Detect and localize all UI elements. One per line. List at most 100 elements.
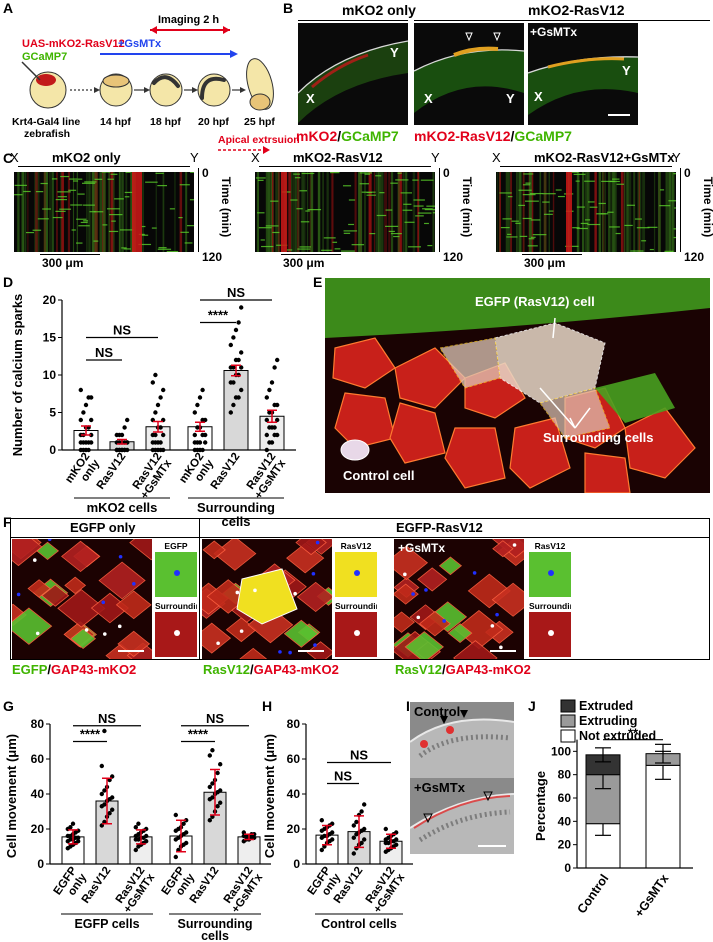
f-track-dot — [47, 539, 52, 541]
f-cell — [202, 540, 226, 560]
injection-egg — [21, 61, 67, 109]
red-cell-band — [132, 172, 142, 252]
ns-bracket-label: NS — [334, 769, 352, 784]
data-point — [153, 372, 158, 378]
sig-bracket-label: **** — [80, 727, 101, 742]
data-point — [252, 832, 257, 837]
kymo-y: Y — [431, 150, 440, 165]
data-point — [264, 432, 269, 438]
data-point — [228, 342, 233, 348]
f-track-dot — [288, 650, 292, 655]
f-cell — [394, 583, 419, 605]
x-tick-label: RasV12 — [188, 865, 222, 906]
b-image-mko2: X Y — [298, 23, 408, 125]
f-cap3-green: RasV12 — [395, 662, 442, 677]
group-label: Surrounding — [178, 917, 253, 931]
data-point — [236, 320, 241, 325]
f-track-dot — [472, 571, 477, 575]
y-axis-label: Cell movement (μm) — [4, 734, 19, 858]
data-point — [155, 402, 161, 408]
data-point — [231, 365, 236, 370]
panel-h-letter: H — [262, 698, 273, 714]
f-cell — [492, 540, 514, 558]
data-point — [153, 410, 158, 415]
y-axis-label: Cell movement (μm) — [262, 734, 277, 858]
f-cell — [41, 584, 70, 607]
group-label: EGFP cells — [74, 917, 139, 931]
f-cell — [70, 628, 97, 650]
y-tick-label: 40 — [31, 787, 45, 801]
y-tick-label: 80 — [558, 768, 572, 782]
f-frame — [10, 518, 710, 660]
data-point — [184, 840, 189, 846]
kymo-t0: 0 — [443, 166, 450, 180]
extrusion-label: Apical extrsuion — [218, 134, 300, 146]
f-inset-label: EGFP — [155, 541, 197, 552]
data-point — [236, 395, 241, 400]
y-tick-label: 20 — [558, 838, 572, 852]
y-tick-label: 0 — [49, 443, 56, 457]
f-cell — [438, 556, 463, 576]
kymo-t120: 120 — [684, 250, 705, 264]
f-inset-target: RasV12 — [528, 540, 572, 598]
kymo-t0: 0 — [202, 166, 209, 180]
data-point — [119, 432, 125, 438]
kymo-axis-line — [18, 166, 190, 167]
data-point — [173, 812, 178, 818]
data-point — [184, 830, 189, 835]
f-cell — [36, 541, 60, 561]
f-cell — [417, 567, 448, 592]
panel-h-chart: 020406080EGFPonlyRasV12RasV12+GsMTxCell … — [262, 717, 413, 931]
e-control-label: Control cell — [343, 468, 415, 483]
f-track-dot — [103, 632, 107, 636]
y-tick-label: 0 — [37, 857, 44, 871]
kymo-time-axis — [680, 168, 681, 252]
b-x-2: X — [424, 91, 433, 106]
b-header-line-1 — [298, 20, 408, 21]
data-point — [195, 402, 200, 408]
f-track-dot — [239, 629, 244, 633]
f-track-dot — [499, 645, 503, 650]
f-cap2-sep: / — [249, 662, 254, 677]
b-caption-1: mKO2/GCaMP7 — [296, 128, 399, 144]
f-track-dot — [293, 591, 297, 596]
f-cell — [394, 611, 415, 633]
x-tick-label: RasV12+GsMTx — [220, 864, 266, 915]
kymo-title: mKO2-RasV12+GsMTx — [534, 150, 675, 165]
f-inset-track — [548, 630, 554, 636]
y-tick-label: 40 — [558, 814, 572, 828]
f-cell — [454, 609, 504, 650]
legend-swatch — [560, 714, 576, 728]
b-cap2-red: mKO2-RasV12 — [414, 128, 511, 144]
gsmtx-label: +GsMTx — [118, 38, 162, 50]
kymo-traces — [255, 172, 435, 252]
sig-bracket-label: ** — [628, 726, 639, 741]
data-point — [81, 410, 86, 415]
f-cap1-red: GAP43-mKO2 — [51, 662, 137, 677]
data-point — [394, 842, 399, 847]
b-image-gsmtx: +GsMTx X Y — [528, 23, 638, 125]
data-point — [359, 809, 364, 814]
f-caption-3: RasV12/GAP43-mKO2 — [395, 662, 531, 677]
f-cell — [213, 539, 257, 571]
f-cell — [453, 640, 498, 659]
x-tick-label-line: RasV12 — [80, 865, 114, 906]
y-tick-label: 5 — [49, 406, 56, 420]
f-cell — [27, 579, 51, 598]
kymo-time-label: Time (min) — [701, 176, 713, 238]
red-cell-band — [281, 172, 287, 252]
f-inset-dot — [548, 630, 554, 636]
e-egfp-label: EGFP (RasV12) cell — [475, 294, 595, 309]
kymo-image — [255, 172, 435, 252]
f-inset-dot — [548, 570, 554, 576]
f-cap2-red: GAP43-mKO2 — [253, 662, 339, 677]
data-point — [207, 818, 212, 823]
y-tick-label: 0 — [564, 861, 571, 875]
y-tick-label: 60 — [31, 752, 45, 766]
data-point — [192, 410, 197, 415]
data-point — [233, 327, 239, 333]
data-point — [78, 387, 84, 393]
panel-b-letter: B — [283, 0, 294, 16]
f-main-image — [202, 539, 332, 659]
